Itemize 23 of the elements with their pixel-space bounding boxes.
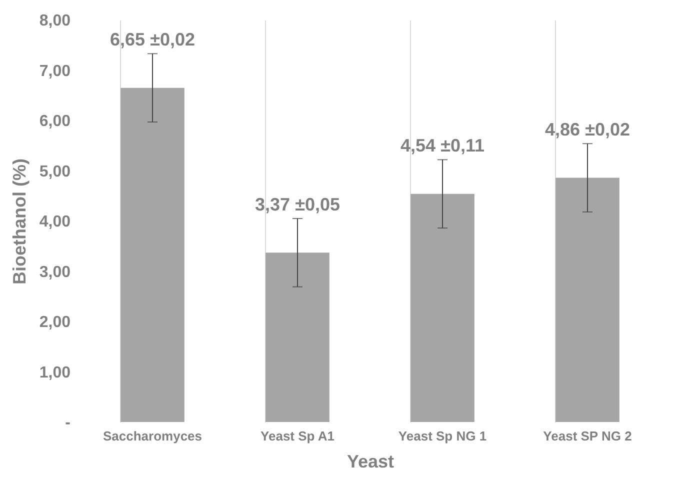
y-tick-label: 4,00 bbox=[39, 214, 71, 230]
y-tick-label: 1,00 bbox=[39, 364, 71, 382]
bar bbox=[556, 178, 620, 422]
x-axis-title: Yeast bbox=[346, 452, 394, 472]
y-tick-label: 8,00 bbox=[39, 12, 71, 30]
y-tick-label: - bbox=[65, 414, 70, 432]
bar bbox=[120, 88, 184, 422]
y-tick-label: 2,00 bbox=[39, 314, 71, 331]
data-label: 4,86 ±0,02 bbox=[545, 120, 630, 140]
y-tick-label: 7,00 bbox=[39, 62, 71, 80]
bar bbox=[266, 252, 330, 422]
x-tick-label: Yeast Sp A1 bbox=[260, 428, 334, 444]
data-label: 6,65 ±0,02 bbox=[110, 30, 195, 50]
data-label: 4,54 ±0,11 bbox=[400, 136, 484, 156]
x-tick-label: Yeast SP NG 2 bbox=[543, 428, 632, 444]
y-tick-label: 3,00 bbox=[39, 264, 71, 281]
data-label: 3,37 ±0,05 bbox=[255, 194, 340, 214]
y-tick-label: 6,00 bbox=[39, 113, 71, 130]
x-tick-label: Yeast Sp NG 1 bbox=[398, 428, 487, 444]
y-tick-label: 5,00 bbox=[39, 163, 71, 180]
y-axis-title: Bioethanol (%) bbox=[9, 158, 30, 284]
x-tick-label: Saccharomyces bbox=[102, 428, 202, 444]
bar bbox=[410, 194, 474, 422]
